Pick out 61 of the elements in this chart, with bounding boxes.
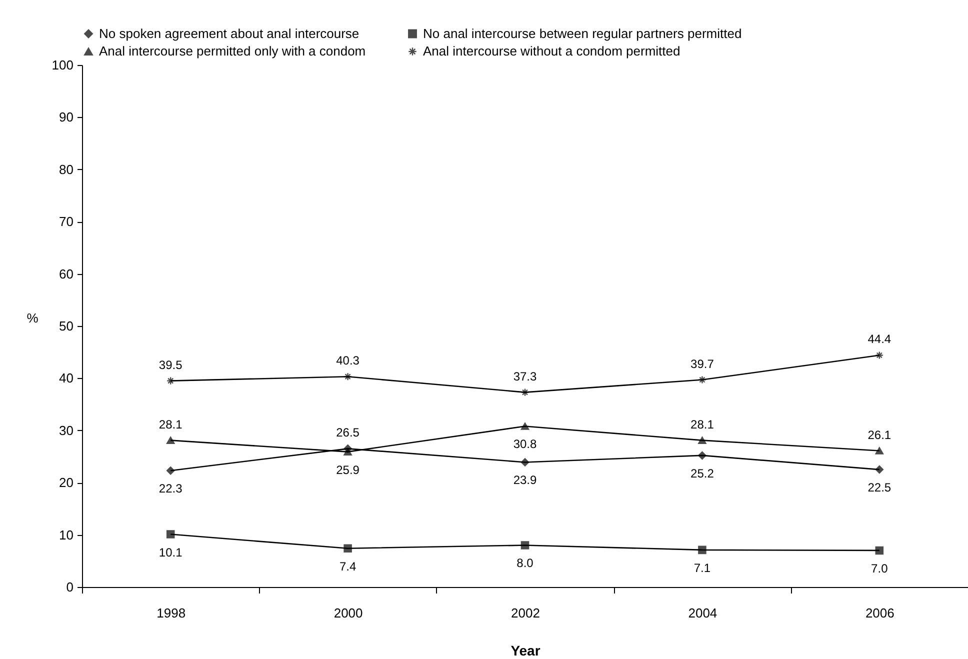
data-label: 26.5 xyxy=(336,426,360,440)
point xyxy=(698,546,706,554)
y-axis-title: % xyxy=(26,310,39,326)
point xyxy=(166,466,175,475)
data-label: 39.5 xyxy=(158,358,183,372)
legend-label: No anal intercourse between regular partners permitted xyxy=(423,26,742,41)
data-label: 28.1 xyxy=(158,417,183,432)
point xyxy=(520,458,530,466)
data-label: 40.3 xyxy=(336,354,360,368)
point xyxy=(520,422,530,430)
point xyxy=(698,376,706,384)
data-label: 44.4 xyxy=(868,332,892,346)
data-label: 39.7 xyxy=(690,356,714,371)
y-tick-label: 80 xyxy=(59,162,74,177)
point xyxy=(344,544,352,553)
point xyxy=(698,436,706,444)
point xyxy=(166,530,175,538)
y-tick-label: 50 xyxy=(59,318,74,334)
data-label: 25.2 xyxy=(690,466,714,480)
y-tick-label: 100 xyxy=(52,58,74,72)
point xyxy=(698,451,706,460)
legend-label: No spoken agreement about anal intercourse xyxy=(99,26,360,41)
data-label: 37.3 xyxy=(513,369,537,384)
data-label: 26.1 xyxy=(868,428,892,442)
point xyxy=(344,372,352,381)
x-tick-label: 1998 xyxy=(156,606,186,620)
point xyxy=(344,448,352,456)
point xyxy=(875,465,884,474)
point xyxy=(166,376,175,385)
x-tick-label: 2000 xyxy=(334,606,363,620)
point xyxy=(875,351,884,360)
point xyxy=(520,388,530,396)
x-axis-title: Year xyxy=(510,642,541,658)
y-tick-label: 20 xyxy=(59,475,74,490)
point xyxy=(520,541,530,550)
data-label: 7.4 xyxy=(339,559,356,574)
x-tick-label: 2006 xyxy=(865,606,894,620)
data-label: 30.8 xyxy=(513,437,537,452)
data-label: 23.9 xyxy=(513,473,537,488)
legend-label: Anal intercourse permitted only with a condom xyxy=(99,44,366,58)
data-label: 8.0 xyxy=(516,556,534,570)
data-label: 7.0 xyxy=(871,561,888,576)
legend-label: Anal intercourse without a condom permitted xyxy=(423,44,680,58)
y-tick-label: 0 xyxy=(66,580,74,594)
x-tick-label: 2004 xyxy=(688,606,718,620)
point xyxy=(875,447,884,454)
data-label: 7.1 xyxy=(694,560,711,575)
point xyxy=(875,546,884,555)
y-tick-label: 40 xyxy=(59,370,74,386)
y-tick-label: 10 xyxy=(59,527,74,542)
x-tick-label: 2002 xyxy=(511,606,540,620)
y-tick-label: 90 xyxy=(59,110,74,125)
y-tick-label: 30 xyxy=(59,422,74,438)
data-label: 25.9 xyxy=(336,462,360,477)
data-label: 22.5 xyxy=(868,480,892,495)
data-label: 10.1 xyxy=(158,545,183,560)
y-tick-label: 70 xyxy=(59,214,74,230)
data-label: 28.1 xyxy=(690,417,714,432)
point xyxy=(166,436,175,444)
data-label: 22.3 xyxy=(158,482,183,496)
y-tick-label: 60 xyxy=(59,266,74,282)
